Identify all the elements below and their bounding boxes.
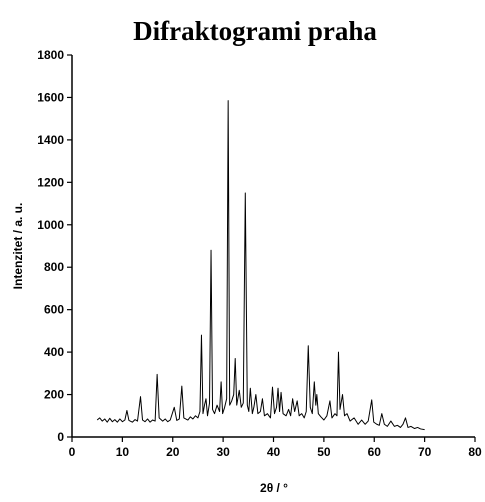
x-tick-label: 30 xyxy=(216,445,230,459)
y-tick-label: 1800 xyxy=(37,48,64,62)
y-tick-label: 600 xyxy=(44,303,64,317)
y-tick-label: 1000 xyxy=(37,218,64,232)
y-tick-label: 1400 xyxy=(37,133,64,147)
y-tick-label: 200 xyxy=(44,388,64,402)
x-tick-label: 60 xyxy=(368,445,382,459)
data-line xyxy=(96,100,425,431)
y-tick-label: 1600 xyxy=(37,90,64,104)
x-tick-label: 80 xyxy=(468,445,482,459)
x-tick-label: 0 xyxy=(69,445,76,459)
x-tick-label: 70 xyxy=(418,445,432,459)
y-tick-label: 800 xyxy=(44,260,64,274)
x-tick-label: 40 xyxy=(267,445,281,459)
x-tick-label: 20 xyxy=(166,445,180,459)
x-tick-label: 10 xyxy=(116,445,130,459)
x-axis-label: 2θ / ° xyxy=(260,481,288,495)
x-tick-label: 50 xyxy=(317,445,331,459)
chart-title: Difraktogrami praha xyxy=(133,16,377,46)
y-axis-label: Intenzitet / a. u. xyxy=(11,203,25,290)
y-tick-label: 0 xyxy=(57,430,64,444)
y-tick-label: 1200 xyxy=(37,175,64,189)
y-tick-label: 400 xyxy=(44,345,64,359)
